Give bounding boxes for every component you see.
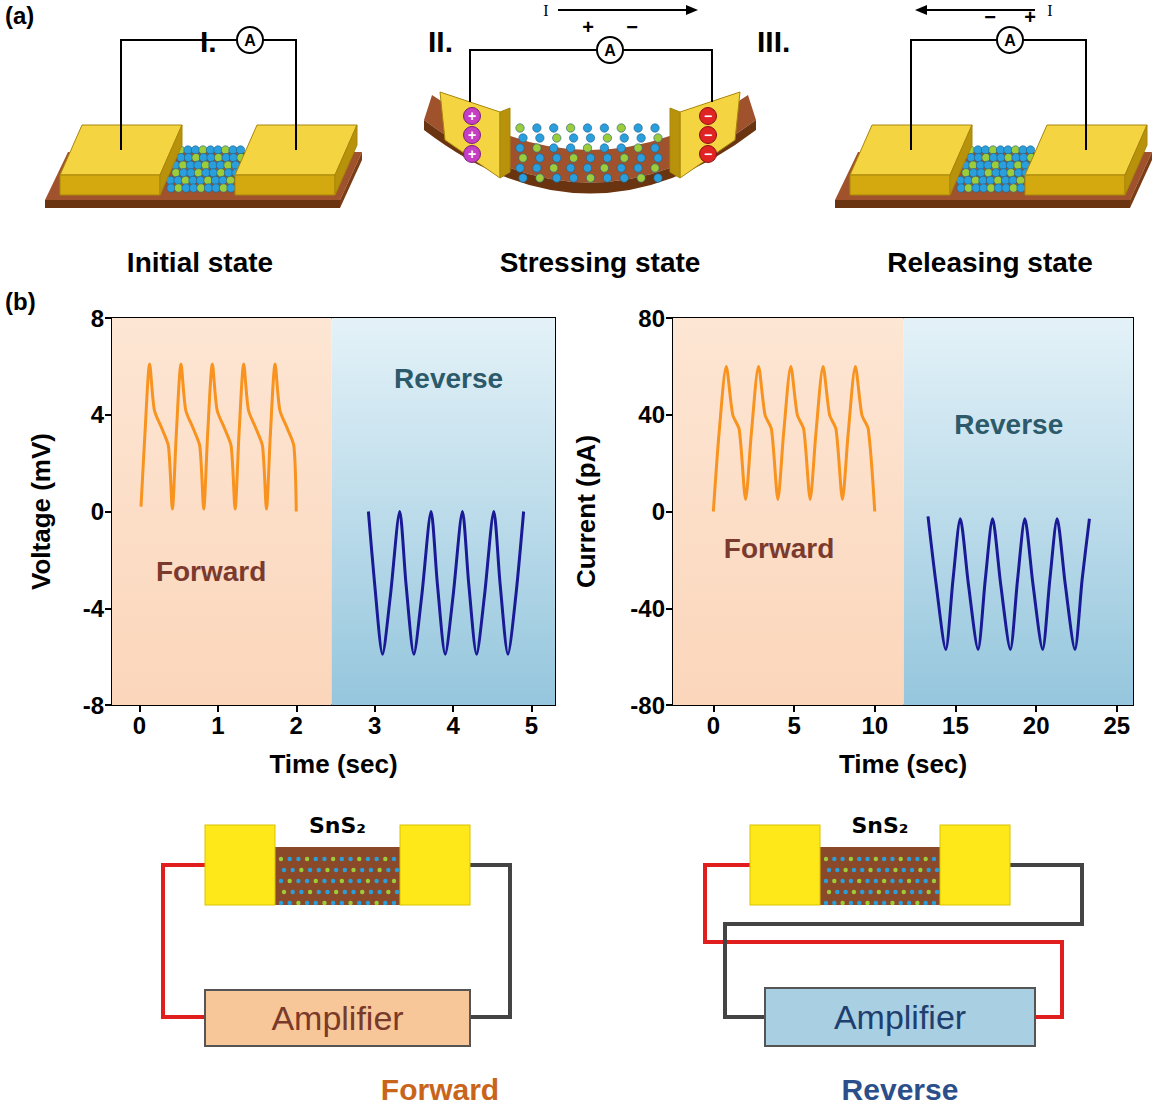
svg-text:I: I	[543, 2, 548, 19]
svg-text:Time (sec): Time (sec)	[839, 749, 967, 779]
svg-text:Time (sec): Time (sec)	[269, 749, 397, 779]
svg-text:+: +	[468, 108, 476, 124]
svg-text:A: A	[1004, 32, 1016, 49]
svg-text:−: −	[704, 127, 712, 143]
svg-text:II.: II.	[428, 25, 453, 58]
svg-text:+: +	[468, 146, 476, 162]
svg-text:Reverse: Reverse	[954, 409, 1063, 440]
svg-text:−: −	[704, 108, 712, 124]
svg-text:15: 15	[942, 712, 969, 739]
svg-text:SnS₂: SnS₂	[852, 813, 909, 838]
svg-text:A: A	[604, 42, 616, 59]
svg-text:Stressing state: Stressing state	[500, 247, 701, 278]
svg-text:10: 10	[861, 712, 888, 739]
svg-text:−: −	[704, 146, 712, 162]
svg-text:Forward: Forward	[381, 1073, 499, 1106]
svg-text:Amplifier: Amplifier	[834, 998, 966, 1036]
svg-text:Reverse: Reverse	[394, 363, 503, 394]
svg-text:8: 8	[91, 305, 104, 332]
svg-text:Amplifier: Amplifier	[271, 999, 403, 1037]
svg-text:80: 80	[638, 305, 665, 332]
svg-text:+: +	[582, 16, 594, 38]
svg-text:(a): (a)	[5, 2, 34, 29]
svg-text:(b): (b)	[5, 288, 36, 315]
svg-text:1: 1	[211, 712, 224, 739]
svg-text:+: +	[468, 127, 476, 143]
svg-text:4: 4	[446, 712, 460, 739]
svg-text:2: 2	[290, 712, 303, 739]
svg-text:3: 3	[368, 712, 381, 739]
svg-text:-40: -40	[630, 595, 665, 622]
svg-text:−: −	[626, 16, 638, 38]
svg-text:-8: -8	[83, 692, 104, 719]
svg-text:III.: III.	[757, 25, 790, 58]
svg-text:5: 5	[787, 712, 800, 739]
svg-text:SnS₂: SnS₂	[309, 813, 366, 838]
svg-text:-80: -80	[630, 692, 665, 719]
svg-text:I: I	[1047, 2, 1052, 19]
svg-text:Voltage (mV): Voltage (mV)	[26, 433, 56, 590]
svg-text:0: 0	[652, 498, 665, 525]
svg-text:5: 5	[525, 712, 538, 739]
svg-text:Reverse: Reverse	[842, 1073, 959, 1106]
svg-text:0: 0	[91, 498, 104, 525]
svg-text:Forward: Forward	[156, 556, 266, 587]
svg-text:0: 0	[707, 712, 720, 739]
svg-text:25: 25	[1104, 712, 1131, 739]
svg-text:-4: -4	[83, 595, 105, 622]
svg-text:I.: I.	[200, 25, 217, 58]
svg-text:Releasing state: Releasing state	[887, 247, 1092, 278]
svg-text:Initial state: Initial state	[127, 247, 273, 278]
svg-text:Current (pA): Current (pA)	[571, 435, 601, 588]
svg-text:20: 20	[1023, 712, 1050, 739]
svg-text:0: 0	[133, 712, 146, 739]
svg-text:A: A	[244, 32, 256, 49]
svg-text:Forward: Forward	[724, 533, 834, 564]
svg-text:40: 40	[638, 401, 665, 428]
svg-text:4: 4	[91, 401, 105, 428]
